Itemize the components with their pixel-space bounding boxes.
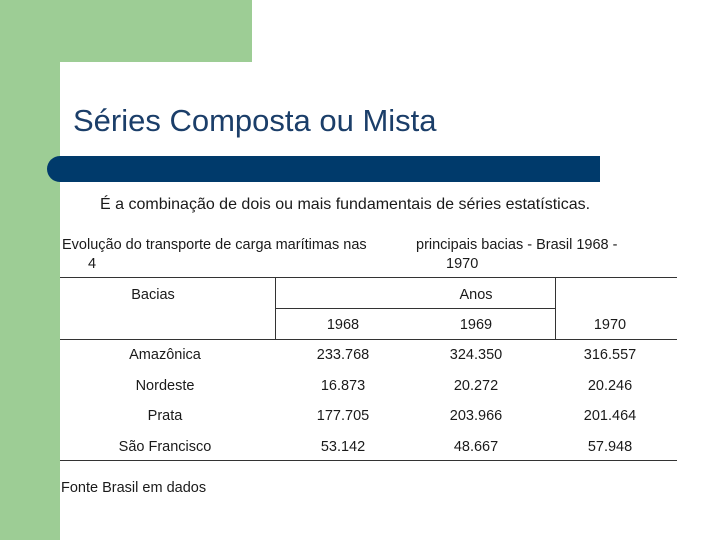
row-value-1969: 203.966: [449, 408, 503, 424]
row-value-1968: 53.142: [320, 439, 366, 455]
row-bacia-name: Amazônica: [129, 347, 201, 363]
slide-title: Séries Composta ou Mista: [73, 103, 437, 138]
row-value-1969: 20.272: [453, 378, 499, 394]
green-side-strip: [0, 0, 60, 540]
caption-right-line2: 1970: [446, 256, 479, 272]
row-value-1968: 16.873: [320, 378, 366, 394]
header-anos: Anos: [459, 287, 493, 303]
row-bacia-name: São Francisco: [118, 439, 212, 455]
row-value-1969: 324.350: [449, 347, 503, 363]
source-footnote: Fonte Brasil em dados: [61, 480, 207, 496]
title-underline-bar: [47, 156, 600, 182]
row-bacia-name: Prata: [147, 408, 183, 424]
header-year-1968: 1968: [326, 317, 360, 333]
row-value-1969: 48.667: [453, 439, 499, 455]
header-divider-right: [555, 277, 556, 339]
slide-subtitle: É a combinação de dois ou mais fundament…: [100, 196, 591, 213]
table-header-rule: [60, 339, 677, 340]
row-value-1968: 233.768: [316, 347, 370, 363]
row-bacia-name: Nordeste: [135, 378, 195, 394]
row-value-1968: 177.705: [316, 408, 370, 424]
row-value-1970: 316.557: [583, 347, 637, 363]
row-value-1970: 57.948: [587, 439, 633, 455]
caption-left-line2: 4: [88, 256, 97, 272]
row-value-1970: 20.246: [587, 378, 633, 394]
row-value-1970: 201.464: [583, 408, 637, 424]
caption-left-line1: Evolução do transporte de carga marítima…: [62, 237, 367, 253]
caption-right-line1: principais bacias - Brasil 1968 -: [416, 237, 618, 253]
table-caption-left: Evolução do transporte de carga marítima…: [62, 236, 367, 274]
table-caption-right: principais bacias - Brasil 1968 - 1970: [416, 236, 617, 274]
header-bacias: Bacias: [131, 287, 175, 303]
header-year-1969: 1969: [459, 317, 493, 333]
anos-group-rule: [275, 308, 555, 309]
table-top-rule: [60, 277, 677, 278]
header-year-1970: 1970: [593, 317, 627, 333]
table-bottom-rule: [60, 460, 677, 461]
